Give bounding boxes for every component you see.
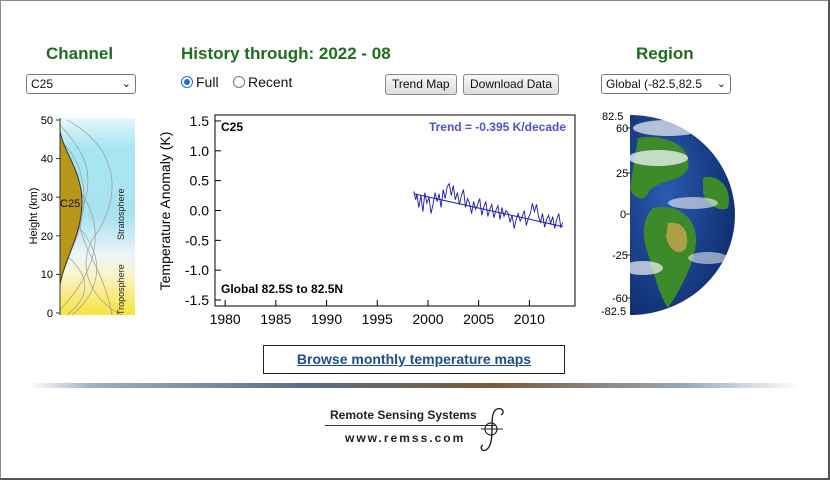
height-tick-label: 40 — [41, 154, 53, 166]
region-header: Region — [636, 44, 694, 63]
download-data-button[interactable]: Download Data — [463, 74, 560, 95]
radio-full[interactable]: Full — [181, 74, 219, 90]
latitude-label: 60 — [616, 123, 628, 135]
chart-channel-label: C25 — [221, 120, 243, 134]
chevron-down-icon: ⌄ — [716, 78, 726, 90]
y-tick-label: 0.5 — [190, 173, 210, 189]
height-profile: 0 10 20 30 40 50 Height (km) C25 Stratos… — [28, 115, 135, 320]
divider — [30, 383, 800, 388]
x-tick-label: 1985 — [260, 311, 291, 327]
radio-full-indicator — [181, 76, 193, 88]
x-tick-label: 1980 — [210, 311, 241, 327]
channel-select-value: C25 — [31, 77, 54, 91]
height-ticks — [56, 119, 60, 314]
region-select-value: Global (-82.5,82.5 — [606, 77, 703, 91]
channel-select[interactable]: C25 ⌄ — [26, 74, 136, 94]
troposphere-label: Troposphere — [116, 264, 126, 315]
plot-area — [214, 114, 576, 307]
y-axis-label: Temperature Anomaly (K) — [157, 132, 173, 291]
latitude-label: -25 — [612, 250, 628, 262]
browse-maps-link[interactable]: Browse monthly temperature maps — [263, 345, 565, 374]
y-tick-label: 1.5 — [190, 113, 210, 129]
temperature-anomaly-chart: 1980 1985 1990 1995 2000 2005 2010 1.5 1.0 0.5 0.… — [157, 113, 576, 327]
height-tick-label: 30 — [41, 192, 53, 204]
c25-weighting-function — [59, 129, 83, 286]
y-tick-label: -1.5 — [185, 292, 209, 308]
y-tick-label: 1.0 — [190, 143, 210, 159]
rss-logo[interactable]: Remote Sensing Systems www.remss.com — [325, 405, 525, 455]
latitude-label: 25 — [616, 168, 628, 180]
trend-map-button[interactable]: Trend Map — [385, 74, 457, 95]
logo-url: www.remss.com — [345, 431, 466, 445]
radio-recent[interactable]: Recent — [233, 74, 292, 90]
latitude-label: 82.5 — [602, 111, 623, 123]
x-tick-label: 2005 — [463, 311, 494, 327]
c25-profile-label: C25 — [60, 198, 80, 210]
logo-name: Remote Sensing Systems — [330, 408, 477, 422]
trend-label: Trend = -0.395 K/decade — [429, 120, 566, 134]
height-axis-label: Height (km) — [28, 188, 40, 245]
region-select[interactable]: Global (-82.5,82.5 ⌄ — [601, 74, 731, 94]
height-tick-label: 20 — [41, 231, 53, 243]
x-tick-label: 2010 — [514, 311, 545, 327]
y-tick-label: -1.0 — [185, 262, 209, 278]
globe-map: 82.5 60 25 0 -25 -60 -82.5 — [601, 111, 735, 318]
x-tick-label: 1990 — [311, 311, 342, 327]
region-label: Global 82.5S to 82.5N — [221, 282, 343, 296]
radio-full-label: Full — [196, 74, 219, 90]
history-header: History through: 2022 - 08 — [181, 44, 391, 63]
x-tick-label: 1995 — [362, 311, 393, 327]
x-axis-ticks: 1980 1985 1990 1995 2000 2005 2010 — [210, 300, 545, 327]
trend-line — [413, 193, 563, 228]
chevron-down-icon: ⌄ — [121, 78, 131, 90]
y-tick-label: 0.0 — [190, 203, 210, 219]
radio-recent-indicator — [233, 76, 245, 88]
height-tick-label: 10 — [41, 269, 53, 281]
integral-icon — [480, 407, 504, 452]
stratosphere-label: Stratosphere — [116, 188, 126, 240]
height-tick-label: 0 — [47, 308, 53, 320]
radio-recent-label: Recent — [248, 74, 293, 90]
channel-header: Channel — [46, 44, 114, 63]
latitude-label: -82.5 — [601, 306, 626, 318]
x-tick-label: 2000 — [412, 311, 443, 327]
latitude-label: -60 — [612, 293, 628, 305]
height-tick-label: 50 — [41, 115, 53, 127]
latitude-label: 0 — [620, 209, 626, 221]
y-tick-label: -0.5 — [185, 232, 209, 248]
logo-rule — [325, 425, 495, 426]
y-axis-ticks: 1.5 1.0 0.5 0.0 -0.5 -1.0 -1.5 — [185, 113, 221, 308]
